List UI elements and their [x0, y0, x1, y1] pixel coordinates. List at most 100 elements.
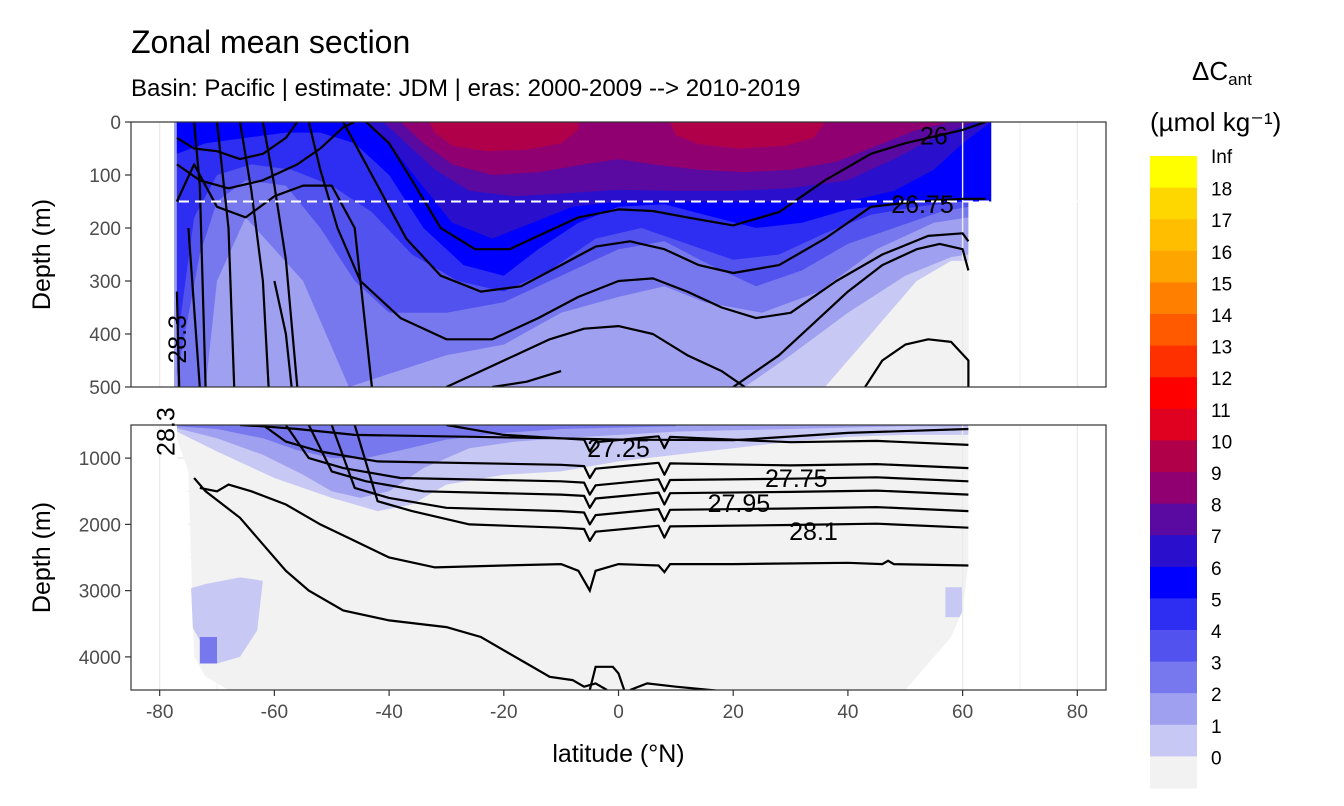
legend-swatch: [1150, 630, 1197, 663]
legend-swatch: [1150, 440, 1197, 473]
legend-swatch: [1150, 756, 1197, 789]
legend-label: 5: [1211, 590, 1222, 611]
contour-line: [187, 227, 201, 387]
legend-swatch: [1150, 535, 1197, 568]
contour-label-1: 26.75: [891, 191, 954, 219]
legend-swatch: [1150, 598, 1197, 631]
legend-label: 0: [1211, 748, 1222, 769]
shade-1-2: [945, 587, 963, 618]
legend-label: 16: [1211, 243, 1232, 264]
contour-line: [365, 122, 986, 251]
chart-subtitle: Basin: Pacific | estimate: JDM | eras: 2…: [131, 75, 801, 102]
x-tick-label: -20: [490, 702, 517, 723]
contour-line: [353, 425, 969, 542]
no-data: [991, 122, 1106, 202]
x-tick-label: 80: [1067, 702, 1088, 723]
legend-swatch: [1150, 282, 1197, 315]
legend-swatch: [1150, 566, 1197, 599]
legend-label: 17: [1211, 211, 1232, 232]
upper-panel: 26 26.75 28.3: [130, 121, 1107, 388]
x-tick-label: -80: [146, 702, 173, 723]
contour-line: [193, 477, 608, 690]
legend-label: 10: [1211, 432, 1232, 453]
upper-plot-area: [131, 122, 1106, 387]
legend-swatch: [1150, 314, 1197, 347]
contour-line: [199, 483, 969, 594]
legend-label: 7: [1211, 527, 1222, 548]
contour-label-0: 26: [920, 122, 948, 150]
legend-swatch: [1150, 377, 1197, 410]
shade-0-1: [825, 260, 969, 387]
y-tick-label: 400: [89, 325, 121, 346]
legend-label: 6: [1211, 559, 1222, 580]
contour-line: [238, 122, 270, 387]
shade-3-4: [199, 637, 217, 664]
x-tick-label: 0: [613, 702, 624, 723]
x-tick-label: -40: [375, 702, 402, 723]
contour-line: [342, 122, 986, 293]
legend-units: (µmol kg⁻¹): [1150, 107, 1281, 137]
contour-line: [175, 291, 181, 387]
contour-line: [176, 122, 299, 161]
y-tick-label: 200: [89, 219, 121, 240]
y-tick-label: 2000: [79, 515, 121, 536]
legend-swatch: [1150, 156, 1197, 189]
contour-line: [193, 122, 207, 387]
y-tick-label: 0: [110, 113, 121, 134]
legend-label: 18: [1211, 180, 1232, 201]
contour-line: [446, 425, 969, 442]
contour-line: [588, 665, 626, 690]
legend-swatch: [1150, 693, 1197, 726]
contour-line: [307, 425, 969, 509]
x-axis-title: latitude (°N): [552, 740, 684, 768]
legend-label: 14: [1211, 306, 1233, 327]
contour-line: [330, 425, 969, 526]
y-tick-label: 4000: [79, 648, 121, 669]
contour-line: [175, 163, 373, 387]
y-tick-label: 100: [89, 166, 121, 187]
shade-10-11: [429, 122, 579, 152]
y-tick-label: 300: [89, 272, 121, 293]
legend-swatch: [1150, 661, 1197, 694]
legend-label: Inf: [1211, 147, 1233, 168]
upper-panel-border: [130, 121, 1107, 388]
contour-line: [215, 122, 236, 387]
contour-label-4: 27.95: [708, 490, 771, 518]
axes: -80 -60 -40 -20 0 20 40 60 80 0 100 200 300 400 500 100…: [28, 113, 1088, 768]
legend-swatch: [1150, 408, 1197, 441]
legend-swatch: [1150, 472, 1197, 505]
contour-line: [307, 122, 970, 341]
contour-label-5: 28.1: [789, 518, 838, 546]
legend-label: 13: [1211, 338, 1232, 359]
x-tick-label: 40: [837, 702, 858, 723]
shade-3-4: [176, 425, 676, 459]
contour-label-6: 28.3: [164, 315, 192, 364]
contour-label-7: 28.3: [152, 407, 180, 456]
x-tick-label: 60: [952, 702, 973, 723]
chart-title: Zonal mean section: [131, 24, 411, 60]
contour-line: [239, 425, 969, 453]
legend-label: 2: [1211, 685, 1222, 706]
shade-10-11: [670, 122, 825, 149]
legend-swatch: [1150, 219, 1197, 252]
no-data: [905, 425, 1106, 690]
contour-line: [732, 242, 970, 387]
y-axis-title-upper: Depth (m): [28, 199, 56, 310]
legend-swatch: [1150, 187, 1197, 220]
contour-line: [492, 370, 562, 387]
y-tick-label: 500: [89, 378, 121, 399]
contour-line: [273, 280, 293, 387]
contour-label-2: 27.25: [587, 435, 650, 463]
legend-swatch: [1150, 503, 1197, 536]
legend-label: 12: [1211, 369, 1232, 390]
legend-swatch: [1150, 250, 1197, 283]
lower-plot-area: [131, 425, 1106, 690]
contour-label-3: 27.75: [765, 465, 828, 493]
legend-label: 8: [1211, 496, 1222, 517]
contour-line: [629, 682, 722, 690]
color-legend: ΔCant(µmol kg⁻¹)Inf181716151413121110987…: [1150, 56, 1281, 789]
x-tick-label: -60: [261, 702, 288, 723]
y-axis-title-lower: Depth (m): [28, 502, 56, 613]
